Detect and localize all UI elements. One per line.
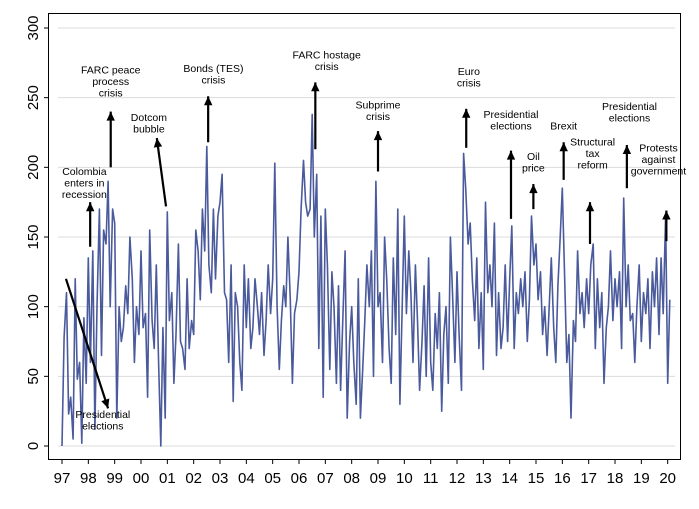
annotation-label: FARC hostage: [293, 49, 361, 61]
annotation-label: enters in: [64, 177, 104, 189]
x-tick-label: 03: [212, 470, 229, 487]
x-tick-label: 08: [343, 470, 360, 487]
annotation-label: price: [522, 163, 545, 175]
x-tick-label: 07: [317, 470, 334, 487]
x-tick-label: 10: [396, 470, 413, 487]
annotation-arrowhead: [622, 145, 632, 154]
annotation-arrowhead: [204, 96, 213, 106]
annotation-label: crisis: [457, 78, 481, 90]
y-tick-label: 300: [25, 15, 42, 40]
annotation-label: Euro: [458, 66, 480, 78]
x-tick-label: 17: [580, 470, 597, 487]
x-tick-label: 18: [607, 470, 624, 487]
annotation-arrowhead: [153, 138, 163, 148]
annotation-label: recession: [62, 189, 107, 201]
x-tick-label: 00: [133, 470, 150, 487]
y-tick-label: 0: [25, 442, 42, 450]
annotation-label: FARC peace: [81, 64, 141, 76]
x-axis: 97 98 99 00 01 02 03 04 05 06 07 08 09 10 11 12 13 14 15 16…: [54, 459, 676, 487]
annotation-arrowhead: [585, 202, 595, 212]
annotation-label: government: [631, 165, 687, 177]
annotation-label: Presidential: [75, 409, 130, 421]
annotation-label: bubble: [133, 124, 165, 136]
annotation-bonds-tes: Bonds (TES)crisis: [183, 63, 243, 143]
annotation-label: crisis: [201, 75, 225, 87]
annotation-label: Structural: [570, 137, 615, 149]
annotation-label: tax: [586, 148, 601, 160]
annotation-label: Presidential: [484, 109, 539, 121]
annotation-arrowhead: [106, 111, 115, 121]
x-tick-label: 11: [423, 470, 439, 487]
annotation-label: elections: [82, 420, 123, 432]
x-tick-label: 99: [106, 470, 123, 487]
x-tick-label: 06: [291, 470, 308, 487]
y-tick-label: 50: [25, 368, 42, 385]
x-tick-label: 15: [528, 470, 545, 487]
annotation-arrowhead: [506, 150, 516, 160]
annotation-label: crisis: [315, 61, 339, 73]
annotation-arrowhead: [311, 82, 320, 92]
annotation-label: Dotcom: [131, 112, 167, 124]
x-tick-label: 98: [80, 470, 97, 487]
y-tick-label: 250: [25, 85, 42, 110]
x-tick-label: 01: [159, 470, 176, 487]
annotation-arrowhead: [373, 131, 383, 141]
annotation-arrowhead: [86, 202, 95, 212]
annotation-arrowhead: [529, 184, 538, 194]
annotation-arrow: [155, 137, 168, 207]
annotation-brexit: Brexit: [550, 121, 577, 180]
x-tick-label: 19: [633, 470, 650, 487]
x-tick-label: 09: [370, 470, 387, 487]
x-tick-label: 16: [554, 470, 571, 487]
y-tick-label: 150: [25, 224, 42, 249]
annotation-label: elections: [609, 112, 650, 124]
annotation-label: Bonds (TES): [183, 63, 243, 75]
x-tick-label: 05: [264, 470, 281, 487]
annotation-arrow: [64, 278, 110, 409]
annotation-label: Oil: [527, 151, 540, 163]
annotation-arrowhead: [662, 210, 671, 220]
x-tick-label: 02: [185, 470, 202, 487]
annotation-label: process: [92, 76, 129, 88]
annotation-label: against: [642, 154, 676, 166]
series-line: [61, 113, 671, 447]
annotation-label: Subprime: [356, 99, 401, 111]
x-tick-label: 14: [501, 470, 518, 487]
x-tick-label: 20: [659, 470, 676, 487]
annotation-arrowhead: [101, 398, 110, 409]
annotation-label: reform: [577, 160, 608, 172]
annotation-label: elections: [490, 121, 531, 133]
annotation-label: crisis: [99, 87, 123, 99]
x-tick-label: 13: [475, 470, 492, 487]
y-tick-label: 200: [25, 155, 42, 180]
annotation-label: Protests: [639, 142, 678, 154]
annotation-arrowhead: [559, 142, 568, 152]
annotation-label: Presidential: [602, 101, 657, 113]
annotation-label: crisis: [366, 111, 390, 123]
annotation-label: Colombia: [62, 166, 107, 178]
x-tick-label: 12: [449, 470, 466, 487]
y-tick-label: 100: [25, 294, 42, 319]
x-tick-label: 97: [54, 470, 71, 487]
x-tick-label: 04: [238, 470, 255, 487]
annotation-label: Brexit: [550, 121, 577, 133]
annotation-arrowhead: [462, 108, 471, 118]
y-axis: 0 50 100 150 200 250 300: [25, 15, 49, 450]
